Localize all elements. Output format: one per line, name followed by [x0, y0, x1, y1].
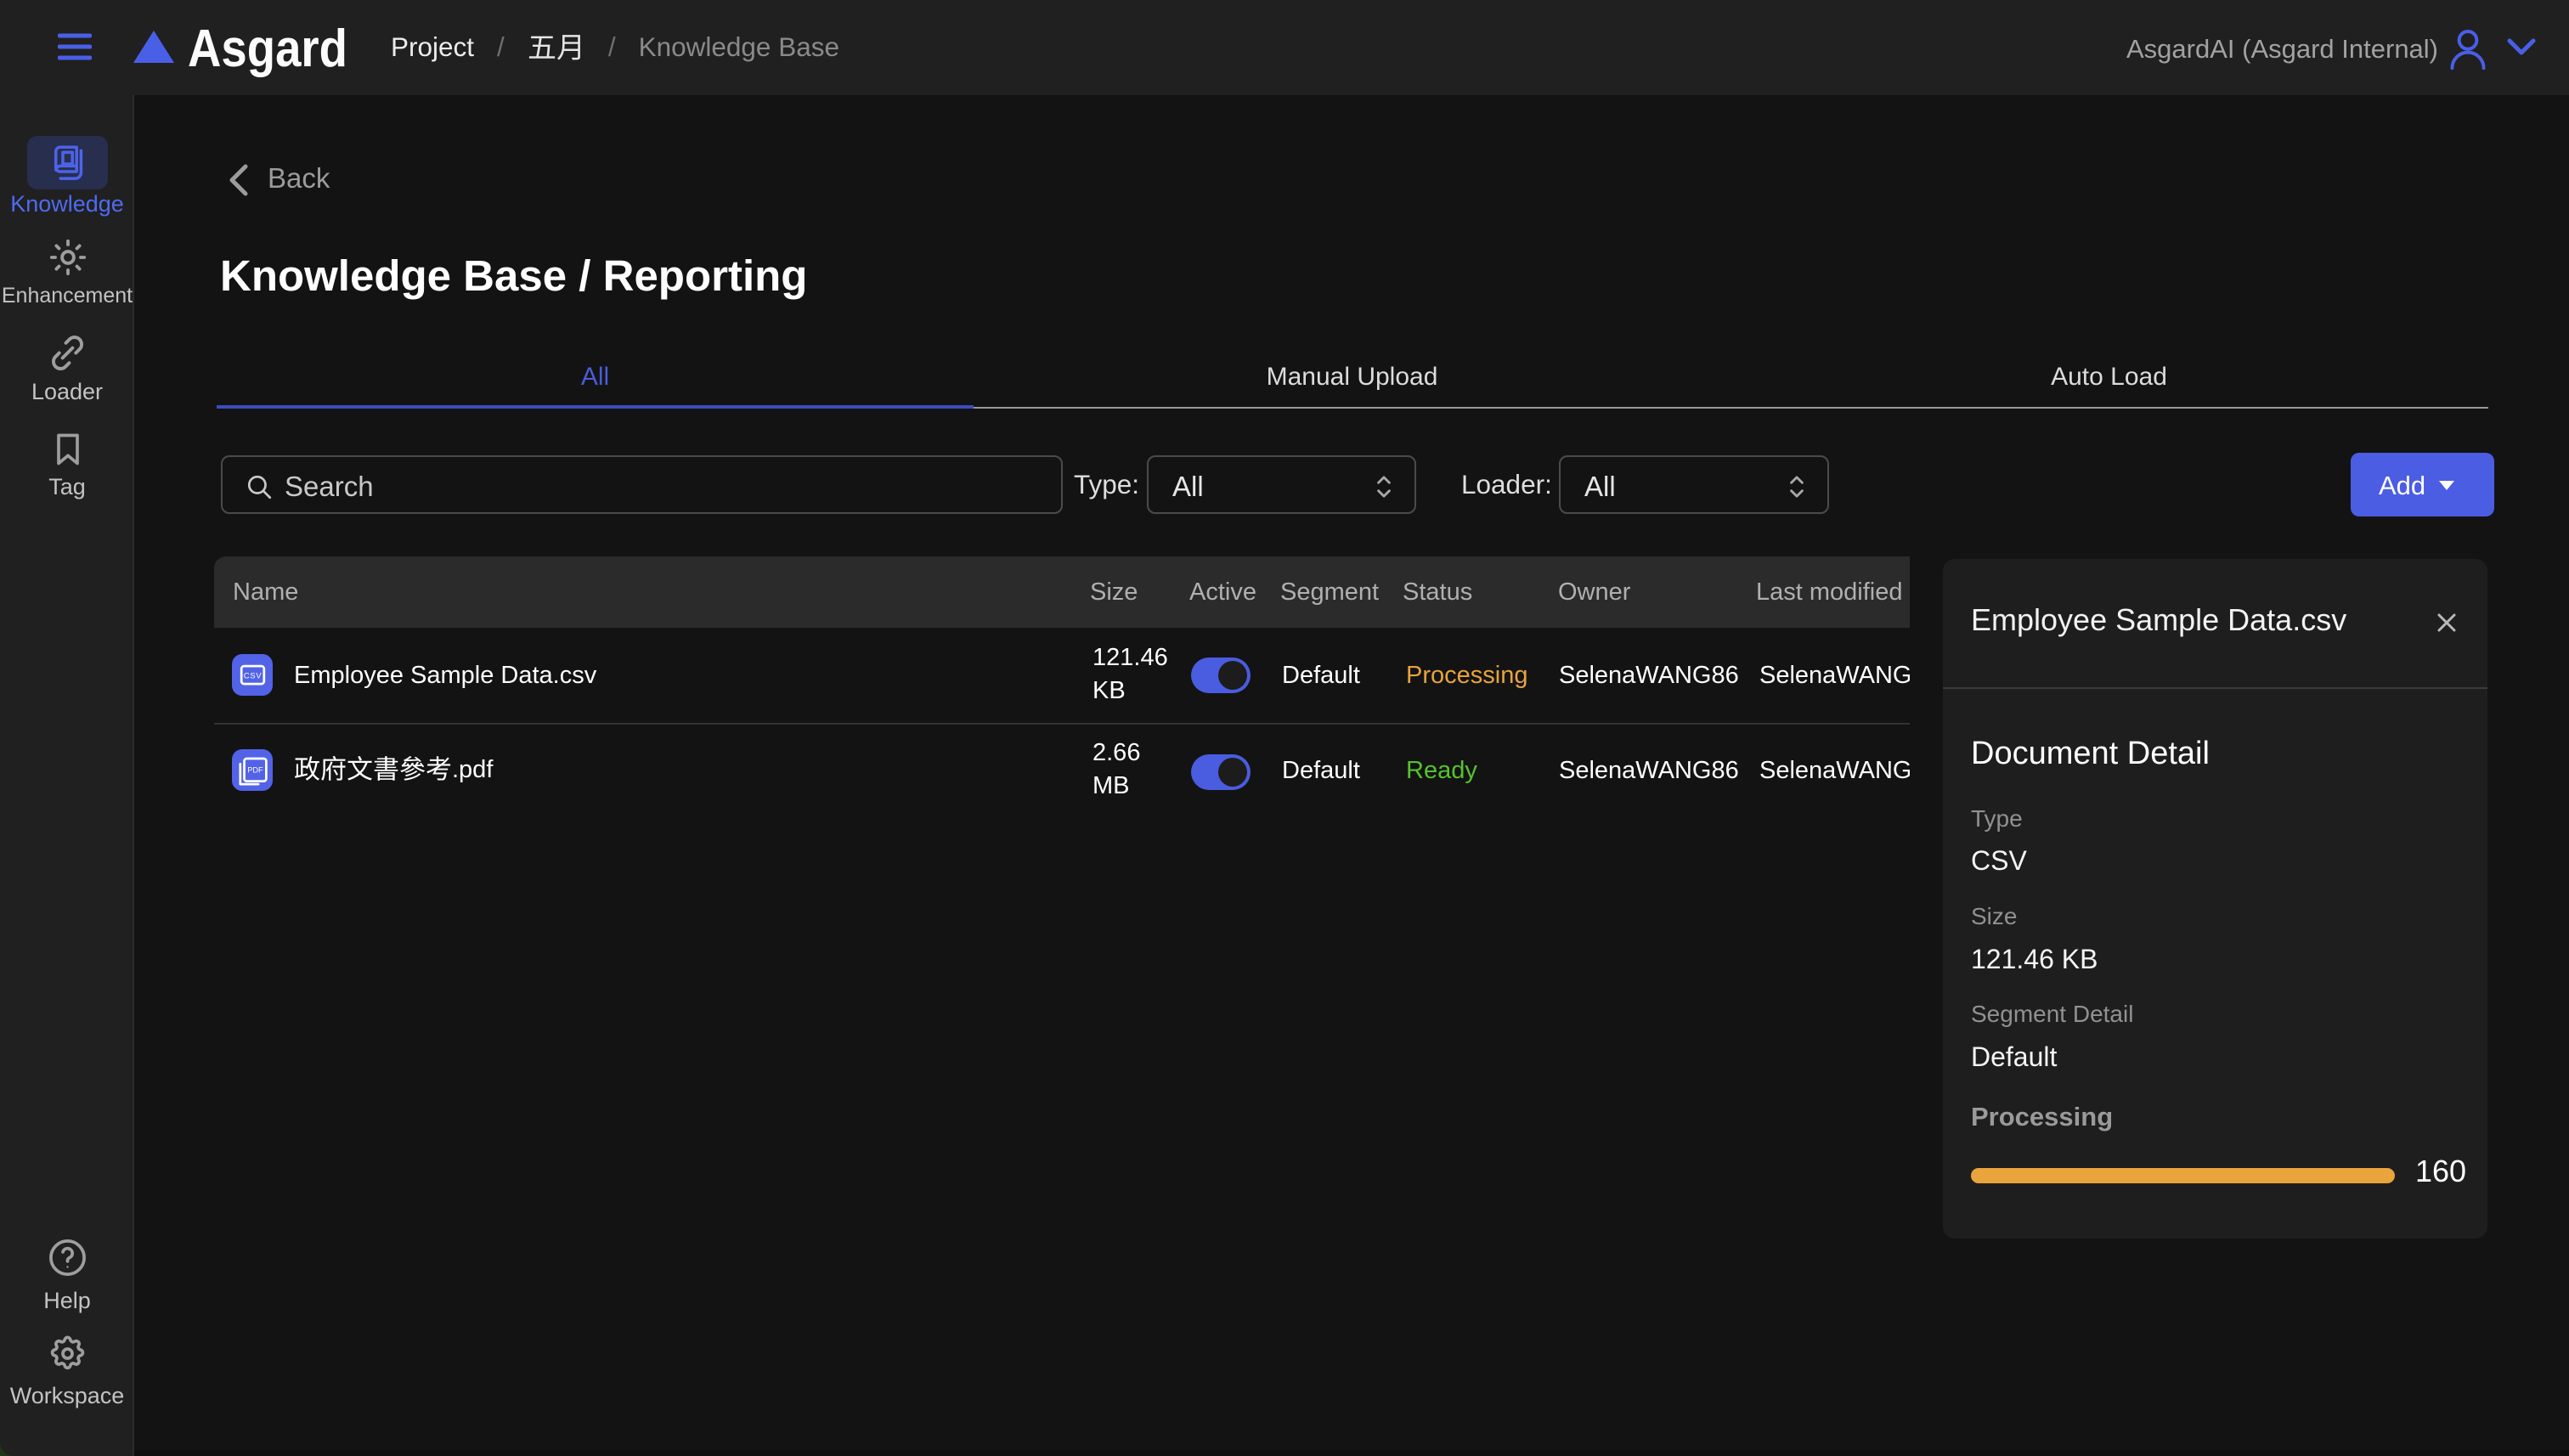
svg-text:CSV: CSV — [243, 671, 261, 680]
svg-text:PDF: PDF — [247, 766, 263, 775]
